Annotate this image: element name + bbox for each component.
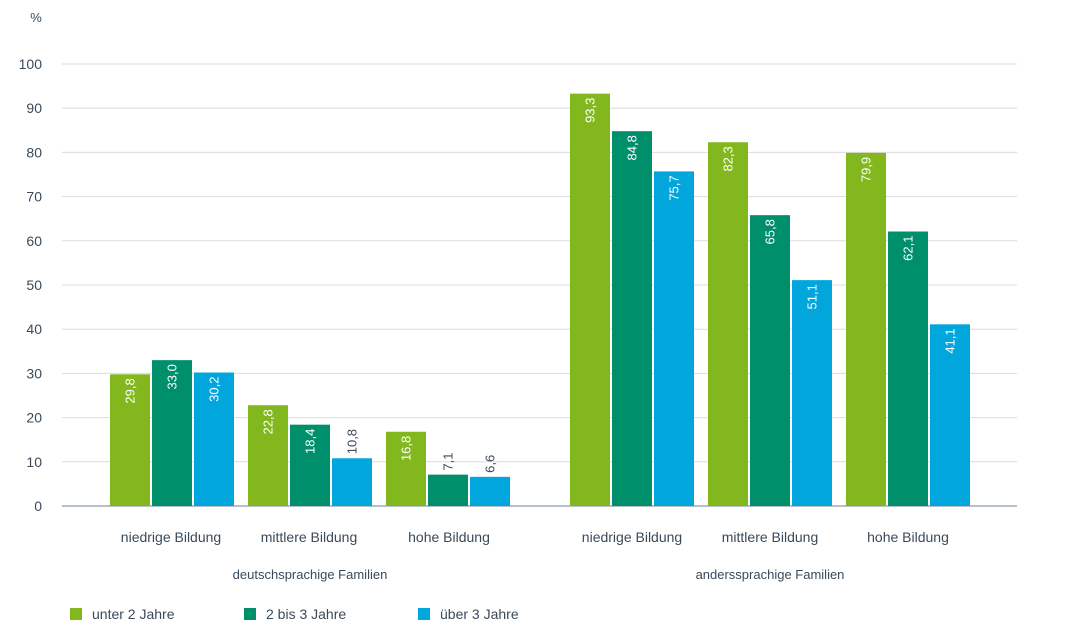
bar	[930, 324, 970, 506]
y-tick-label: 80	[26, 144, 42, 160]
bar-value-label: 33,0	[165, 364, 180, 389]
y-tick-label: 50	[26, 277, 42, 293]
x-category-label: niedrige Bildung	[582, 529, 682, 545]
legend-item-2-to-3: 2 bis 3 Jahre	[244, 604, 346, 624]
y-tick-label: 100	[19, 56, 43, 72]
legend-swatch-2-to-3	[244, 608, 256, 620]
bar	[194, 372, 234, 506]
y-tick-label: 10	[26, 454, 42, 470]
bar-value-label: 7,1	[441, 453, 456, 471]
bar-value-label: 93,3	[583, 98, 598, 123]
bar-value-label: 82,3	[721, 146, 736, 171]
bar	[110, 374, 150, 506]
bar-value-label: 51,1	[805, 284, 820, 309]
bar	[750, 215, 790, 506]
y-tick-label: 20	[26, 410, 42, 426]
bar-value-label: 16,8	[399, 436, 414, 461]
legend: unter 2 Jahre 2 bis 3 Jahre über 3 Jahre	[0, 604, 1080, 626]
y-tick-label: 0	[34, 498, 42, 514]
bar-value-label: 30,2	[207, 377, 222, 402]
bar	[570, 93, 610, 506]
bar-value-label: 41,1	[943, 328, 958, 353]
bar	[152, 360, 192, 506]
bar-value-label: 29,8	[123, 378, 138, 403]
legend-label-over-3: über 3 Jahre	[440, 606, 519, 622]
bar	[654, 171, 694, 506]
bar-value-label: 6,6	[483, 455, 498, 473]
bar-value-label: 84,8	[625, 135, 640, 160]
bar	[888, 231, 928, 506]
bar	[332, 458, 372, 506]
legend-label-under-2: unter 2 Jahre	[92, 606, 175, 622]
x-category-label: niedrige Bildung	[121, 529, 221, 545]
bar	[612, 131, 652, 506]
bar	[248, 405, 288, 506]
bar-value-label: 75,7	[667, 175, 682, 200]
y-tick-label: 90	[26, 100, 42, 116]
x-category-label: mittlere Bildung	[261, 529, 358, 545]
bar	[290, 424, 330, 506]
y-tick-label: 60	[26, 233, 42, 249]
bar	[428, 474, 468, 506]
bar-value-label: 22,8	[261, 409, 276, 434]
legend-swatch-over-3	[418, 608, 430, 620]
bar-value-label: 65,8	[763, 219, 778, 244]
y-tick-label: 40	[26, 321, 42, 337]
bar	[470, 476, 510, 506]
y-tick-label: 30	[26, 365, 42, 381]
y-tick-label: 70	[26, 189, 42, 205]
y-axis-unit-label: %	[30, 10, 42, 25]
legend-item-over-3: über 3 Jahre	[418, 604, 519, 624]
bar	[846, 152, 886, 507]
bar	[386, 431, 426, 506]
x-category-label: mittlere Bildung	[722, 529, 819, 545]
x-group-label: deutschsprachige Familien	[233, 567, 388, 582]
legend-item-under-2: unter 2 Jahre	[70, 604, 175, 624]
bar-value-label: 62,1	[901, 236, 916, 261]
bar-value-label: 79,9	[859, 157, 874, 182]
legend-swatch-under-2	[70, 608, 82, 620]
x-group-label: anderssprachige Familien	[696, 567, 845, 582]
bar	[708, 142, 748, 506]
x-category-label: hohe Bildung	[867, 529, 949, 545]
bar-value-label: 18,4	[303, 429, 318, 454]
x-category-label: hohe Bildung	[408, 529, 490, 545]
bar-value-label: 10,8	[345, 429, 360, 454]
bar	[792, 280, 832, 506]
legend-label-2-to-3: 2 bis 3 Jahre	[266, 606, 347, 622]
